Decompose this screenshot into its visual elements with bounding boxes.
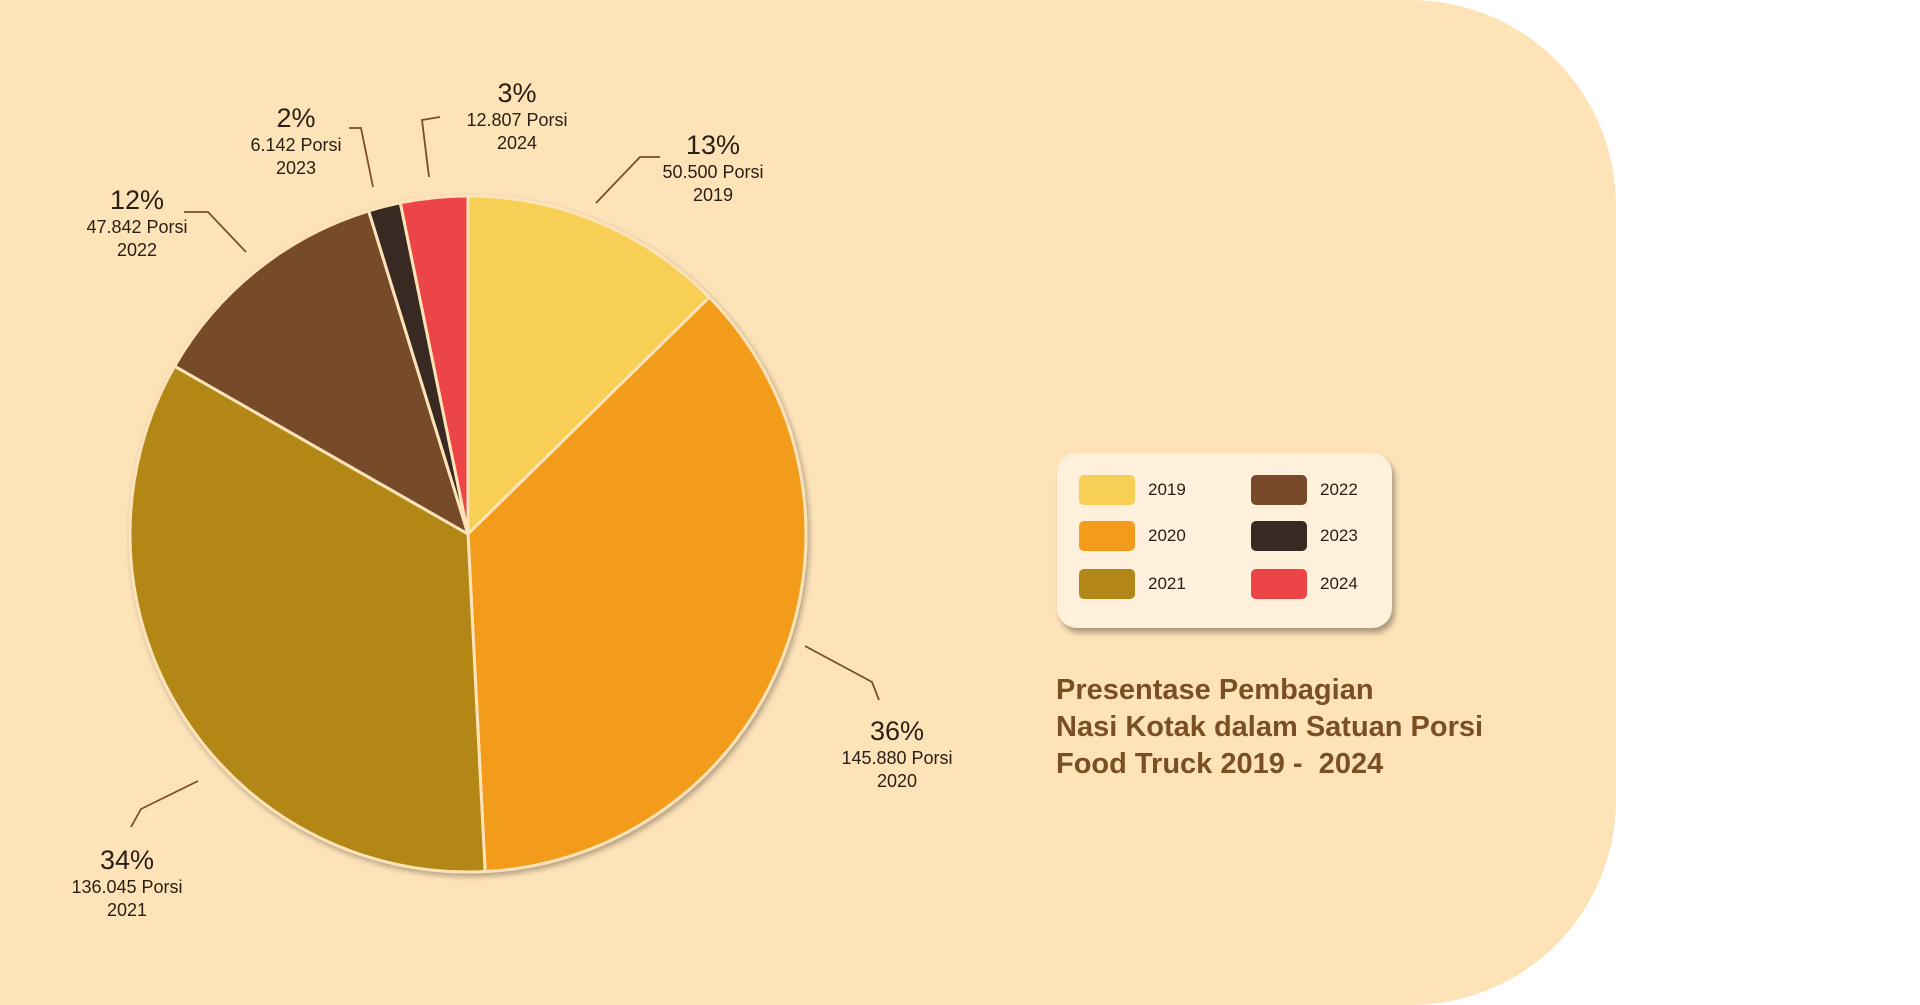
legend-label: 2020 [1148,526,1186,545]
legend-label: 2024 [1320,574,1358,593]
leader-line-2023 [349,127,374,188]
data-label-percent-2021: 34% [100,845,154,875]
data-label-year-2023: 2023 [276,158,316,178]
legend-item-2022: 2022 [1251,475,1358,505]
legend-item-2024: 2024 [1251,569,1358,599]
leader-line-2024 [421,116,441,178]
pie-slice-2024 [398,194,470,536]
legend-item-2021: 2021 [1079,569,1186,599]
legend: 2019 2020 2021 2022 2023 2024 [1057,453,1392,628]
pie-slice-2022 [173,209,470,536]
legend-label: 2019 [1148,480,1186,499]
chart-title: Presentase Pembagian Nasi Kotak dalam Sa… [1056,672,1576,783]
data-label-porsi-2024: 12.807 Porsi [466,110,567,130]
data-label-percent-2019: 13% [686,130,740,160]
data-label-year-2024: 2024 [497,133,537,153]
legend-swatch [1251,569,1307,599]
legend-item-2023: 2023 [1251,521,1358,551]
data-label-year-2019: 2019 [693,185,733,205]
legend-label: 2022 [1320,480,1358,499]
leader-line-2022 [184,211,247,253]
data-label-year-2020: 2020 [877,771,917,791]
data-label-year-2022: 2022 [117,240,157,260]
pie-slice-2019 [466,194,711,536]
data-label-porsi-2020: 145.880 Porsi [841,748,952,768]
leader-line-2020 [804,645,880,701]
data-label-percent-2020: 36% [870,716,924,746]
pie-slice-2020 [466,295,808,874]
data-label-porsi-2021: 136.045 Porsi [71,877,182,897]
chart-title-line-2: Nasi Kotak dalam Satuan Porsi [1056,711,1484,743]
legend-item-2020: 2020 [1079,521,1186,551]
leader-line-2019 [595,156,660,204]
chart-title-line-3: Food Truck 2019 - 2024 [1056,748,1384,780]
data-label-percent-2023: 2% [276,103,315,133]
chart-title-line-1: Presentase Pembagian [1056,674,1374,706]
data-label-percent-2022: 12% [110,185,164,215]
data-label-porsi-2019: 50.500 Porsi [662,162,763,182]
legend-label: 2021 [1148,574,1186,593]
data-label-porsi-2023: 6.142 Porsi [250,135,341,155]
legend-swatch [1079,475,1135,505]
legend-swatch [1251,475,1307,505]
legend-label: 2023 [1320,526,1358,545]
pie-slice-2021 [128,364,487,874]
leader-line-2021 [130,780,199,828]
data-label-percent-2024: 3% [497,78,536,108]
legend-swatch [1079,569,1135,599]
data-label-porsi-2022: 47.842 Porsi [86,217,187,237]
legend-swatch [1079,521,1135,551]
legend-swatch [1251,521,1307,551]
data-label-year-2021: 2021 [107,900,147,920]
legend-item-2019: 2019 [1079,475,1186,505]
